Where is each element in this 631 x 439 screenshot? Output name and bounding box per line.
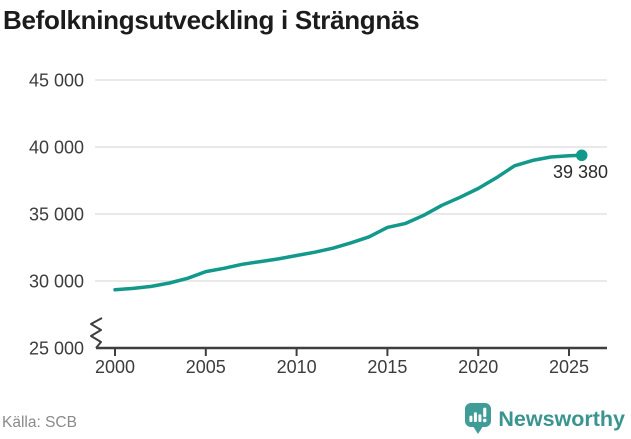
- x-tick-label: 2005: [186, 357, 226, 377]
- last-value-label: 39 380: [552, 162, 608, 182]
- y-tick-label: 40 000: [29, 138, 84, 158]
- source-label: Källa: SCB: [2, 414, 77, 431]
- y-tick-label: 45 000: [29, 71, 84, 91]
- newsworthy-logo: Newsworthy: [464, 402, 625, 436]
- newsworthy-bubble-chart-icon: [465, 403, 492, 434]
- chart-title: Befolkningsutveckling i Strängnäs: [3, 5, 420, 35]
- x-tick-label: 2015: [367, 357, 407, 377]
- x-tick-label: 2000: [95, 357, 135, 377]
- brand-name: Newsworthy: [498, 406, 625, 431]
- axis-break-icon: [90, 317, 103, 349]
- end-point-dot: [575, 149, 588, 162]
- x-tick-label: 2020: [458, 357, 498, 377]
- x-tick-label: 2010: [277, 357, 317, 377]
- y-tick-label: 25 000: [29, 339, 84, 359]
- y-tick-label: 35 000: [29, 205, 84, 225]
- y-tick-label: 30 000: [29, 272, 84, 292]
- x-tick-label: 2025: [549, 357, 589, 377]
- population-line: [113, 153, 584, 292]
